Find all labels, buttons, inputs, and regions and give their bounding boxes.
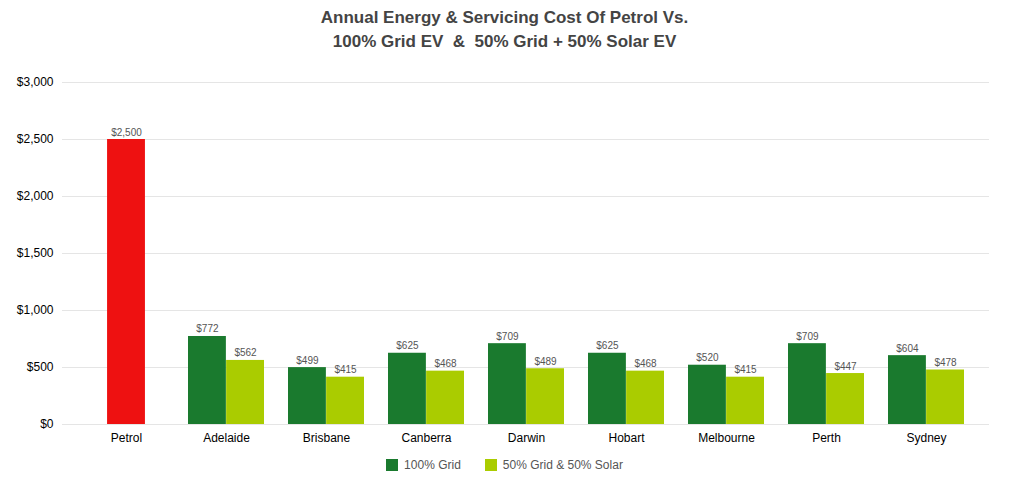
svg-text:$447: $447	[834, 360, 857, 371]
svg-text:$1,500: $1,500	[17, 246, 54, 260]
svg-text:$468: $468	[634, 358, 657, 369]
svg-text:$500: $500	[27, 360, 54, 374]
svg-text:$2,500: $2,500	[111, 126, 142, 137]
svg-text:$468: $468	[434, 358, 457, 369]
svg-text:Adelaide: Adelaide	[203, 431, 250, 445]
svg-text:Perth: Perth	[812, 431, 841, 445]
svg-text:$604: $604	[896, 342, 919, 353]
svg-text:$478: $478	[934, 357, 957, 368]
svg-text:Brisbane: Brisbane	[303, 431, 351, 445]
html-text:100% Grid: 100% Grid	[404, 457, 461, 472]
svg-text:$772: $772	[196, 323, 219, 334]
svg-text:$625: $625	[596, 340, 619, 351]
svg-text:Melbourne: Melbourne	[698, 431, 755, 445]
svg-text:$709: $709	[796, 330, 819, 341]
svg-text:$415: $415	[334, 364, 357, 375]
svg-text:$499: $499	[296, 354, 319, 365]
svg-text:$2,000: $2,000	[17, 189, 54, 203]
svg-text:$562: $562	[234, 347, 257, 358]
svg-text:Sydney: Sydney	[906, 431, 946, 445]
svg-text:Darwin: Darwin	[508, 431, 545, 445]
html-text:Annual Energy & Servicing Cost: Annual Energy & Servicing Cost Of Petrol…	[320, 8, 689, 51]
svg-text:$625: $625	[396, 340, 419, 351]
svg-text:Petrol: Petrol	[111, 431, 142, 445]
svg-text:$520: $520	[696, 352, 719, 363]
svg-text:$415: $415	[734, 364, 757, 375]
svg-text:$489: $489	[534, 355, 557, 366]
svg-text:$709: $709	[496, 330, 519, 341]
svg-text:Hobart: Hobart	[608, 431, 645, 445]
svg-text:$1,000: $1,000	[17, 303, 54, 317]
svg-text:$0: $0	[40, 417, 54, 431]
html-text:50% Grid & 50% Solar: 50% Grid & 50% Solar	[502, 457, 623, 472]
svg-text:$3,000: $3,000	[17, 75, 54, 89]
svg-text:$2,500: $2,500	[17, 132, 54, 146]
svg-text:Canberra: Canberra	[401, 431, 451, 445]
